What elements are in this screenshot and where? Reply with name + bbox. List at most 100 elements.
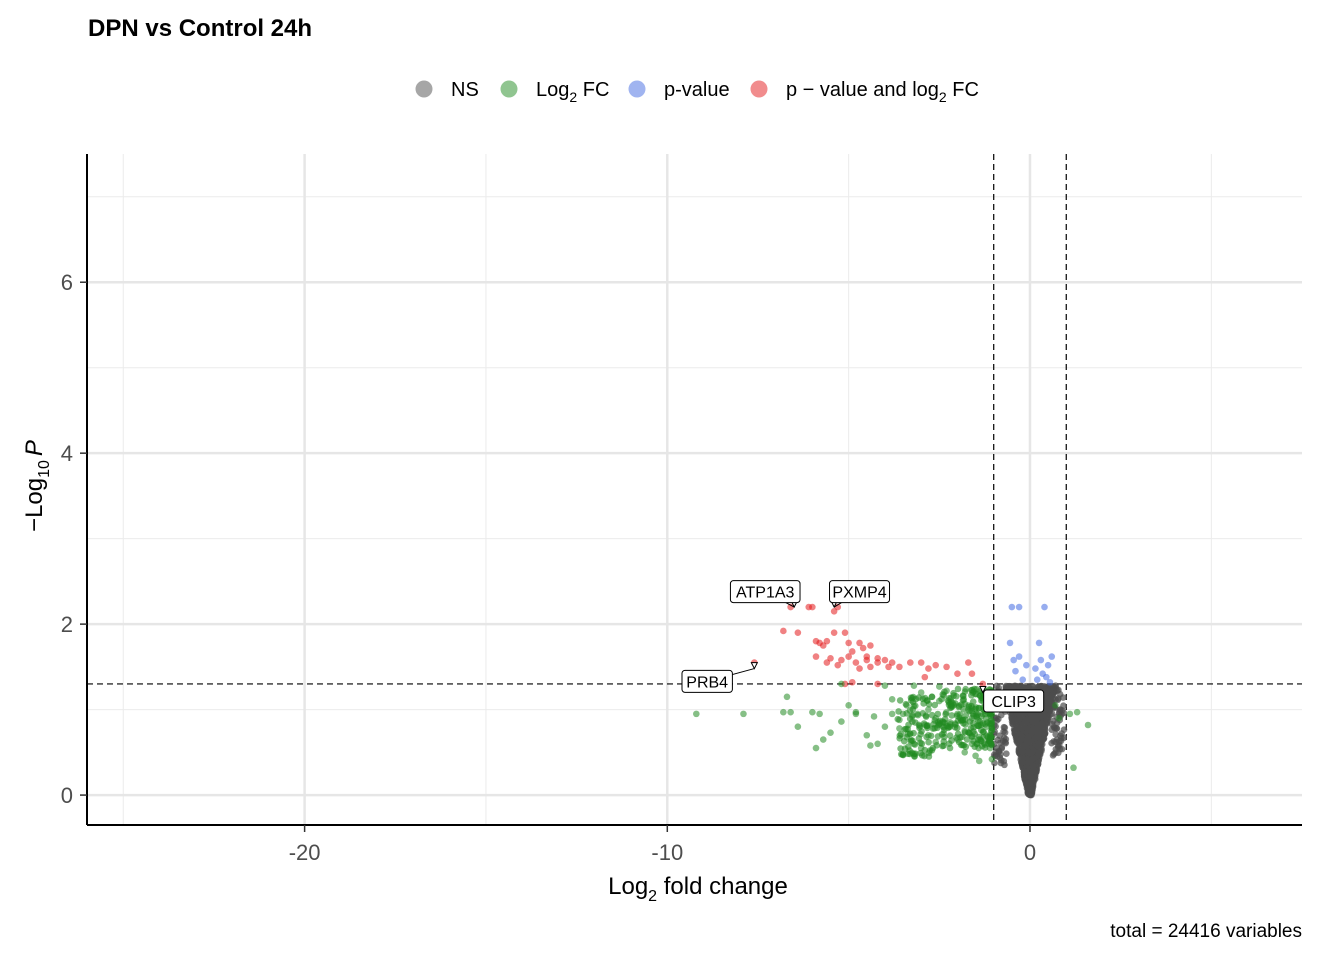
data-point (1043, 673, 1050, 681)
ns-point (1054, 695, 1062, 702)
data-point (896, 663, 903, 671)
data-point (888, 710, 896, 718)
legend-item-pvalue: p-value (628, 79, 730, 101)
log2fc-point (987, 712, 994, 719)
log2fc-point (931, 701, 939, 709)
log2fc-point (948, 712, 956, 719)
data-point (896, 725, 903, 732)
ns-point (1049, 752, 1057, 759)
data-point (961, 749, 969, 756)
log2fc-point (900, 737, 908, 745)
label-text: CLIP3 (991, 694, 1036, 711)
data-point (863, 656, 871, 664)
data-point (841, 629, 849, 636)
data-point (874, 659, 881, 666)
data-point (885, 663, 892, 671)
data-point (845, 639, 852, 647)
caption: total = 24416 variables (1110, 921, 1302, 942)
log2fc-point (911, 702, 919, 710)
label-box (983, 689, 1045, 713)
data-point (845, 653, 852, 660)
ns-point (1020, 723, 1028, 731)
data-point (848, 648, 856, 655)
data-point (1048, 653, 1056, 660)
legend-swatch (628, 80, 646, 98)
y-axis-title: −Log10P (21, 440, 53, 532)
data-point (906, 730, 914, 737)
label-arrowhead (750, 662, 759, 670)
ns-point (1052, 745, 1060, 753)
data-point (932, 714, 939, 722)
data-point (1084, 721, 1092, 729)
data-point (1041, 603, 1048, 611)
log2fc-point (938, 731, 946, 738)
ns-point (1028, 729, 1035, 736)
data-point (972, 690, 979, 698)
log2fc-point (975, 704, 983, 712)
ns-point (1040, 684, 1048, 692)
data-point (896, 716, 903, 724)
x-axis-title: Log2 fold change (608, 873, 788, 905)
data-point (968, 740, 976, 748)
data-point (874, 680, 881, 688)
data-point (1035, 639, 1043, 647)
data-point (910, 682, 918, 689)
x-tick-label: -20 (289, 840, 321, 865)
data-point (867, 742, 874, 749)
data-point (852, 659, 860, 666)
data-point (787, 708, 794, 716)
ns-point (1028, 786, 1036, 793)
log2fc-point (897, 750, 905, 758)
data-point (881, 723, 889, 731)
log2fc-point (969, 698, 977, 705)
log2fc-point (925, 738, 932, 746)
data-point (957, 716, 965, 724)
data-point (693, 710, 700, 718)
data-point (1044, 661, 1052, 669)
log2fc-point (950, 692, 957, 699)
label-arrowhead (979, 686, 987, 694)
data-point (917, 744, 925, 752)
data-point (917, 689, 925, 696)
data-point (943, 663, 950, 671)
log2fc-point (962, 721, 969, 728)
ns-point (1001, 729, 1009, 736)
data-point (881, 656, 889, 664)
label-box (681, 669, 733, 693)
log2fc-point (916, 724, 923, 732)
data-point (1032, 665, 1039, 672)
data-point (819, 642, 827, 649)
data-point (1019, 676, 1027, 683)
log2fc-point (942, 709, 950, 716)
gene-labels: ATP1A3 PXMP4 PRB4 CLIP3 (681, 580, 1045, 713)
log2fc-point (905, 743, 912, 751)
ns-point (1001, 724, 1009, 731)
ns-point (1003, 750, 1010, 757)
legend: NS Log2 FC p-value p − value and log2 FC (415, 79, 979, 105)
log2fc-point (946, 732, 954, 739)
data-point (983, 723, 990, 731)
data-point (972, 752, 979, 760)
data-point (856, 639, 863, 647)
ns-point (1033, 719, 1040, 727)
data-point (925, 706, 932, 713)
x-tick-label: 0 (1024, 840, 1036, 865)
gene-label-atp1a3: ATP1A3 (729, 580, 801, 609)
ns-point (1008, 715, 1016, 722)
data-point (1073, 708, 1081, 716)
log2fc-point (922, 712, 930, 719)
data-point (870, 713, 878, 720)
ns-point (1001, 761, 1008, 769)
ns-point (1052, 731, 1059, 738)
data-point (838, 718, 845, 725)
data-point (740, 710, 747, 718)
log2fc-point (962, 685, 969, 693)
label-text: ATP1A3 (736, 585, 795, 602)
y-tick-label: 2 (61, 612, 73, 637)
data-point (899, 710, 907, 718)
ns-point (1024, 759, 1032, 766)
log2fc-point (985, 737, 993, 744)
data-point (954, 670, 961, 678)
data-point (780, 627, 787, 635)
series-log2-fc (693, 680, 1092, 772)
